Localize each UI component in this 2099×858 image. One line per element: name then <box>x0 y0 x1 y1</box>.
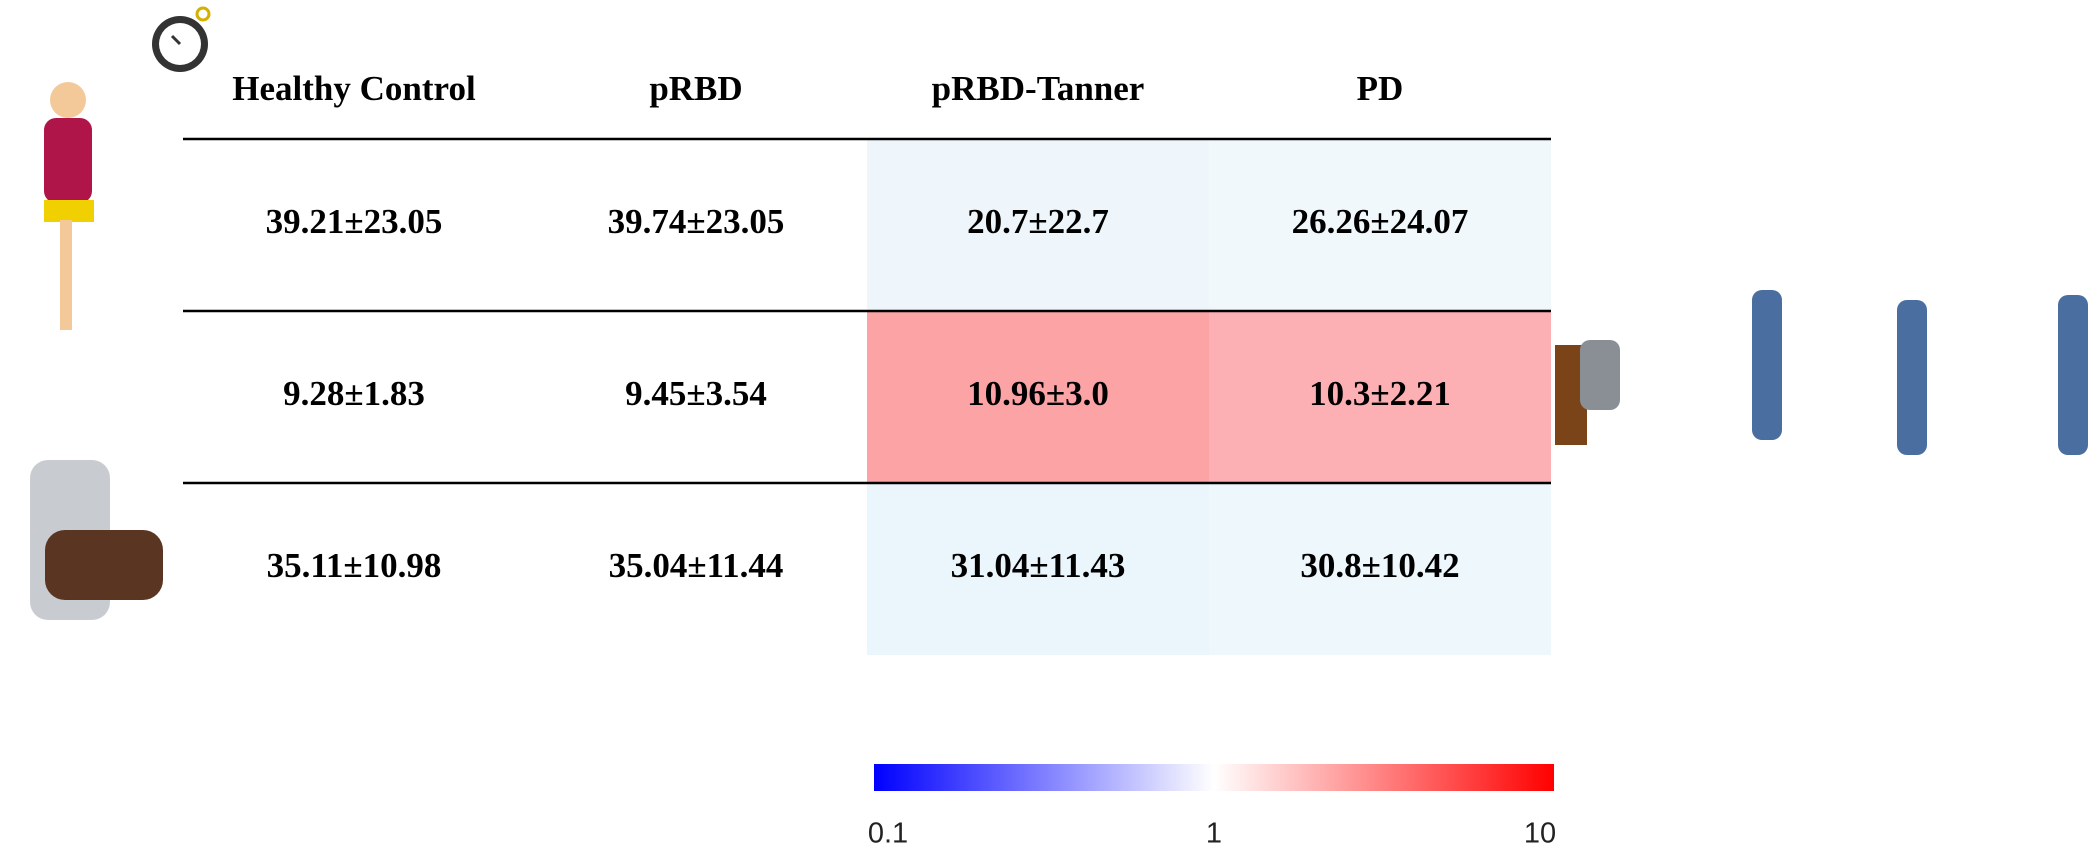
leg <box>60 220 72 330</box>
grip-dynamometer-icon <box>30 460 163 620</box>
page: Healthy Control pRBD pRBD-Tanner PD 39.21±23… <box>0 0 2099 858</box>
cell-value: 20.7±22.7 <box>967 202 1109 241</box>
head <box>50 82 86 118</box>
colorbar-tick-label: 1 <box>1206 818 1222 850</box>
figure: Healthy Control pRBD pRBD-Tanner PD 39.21±23… <box>0 0 2099 858</box>
column-header: pRBD-Tanner <box>932 69 1145 108</box>
balance-figure-icon <box>44 82 94 330</box>
cell-value: 9.45±3.54 <box>625 374 767 413</box>
hand <box>45 530 163 600</box>
stopwatch-ring <box>197 8 209 20</box>
stopwatch-icon <box>152 8 209 72</box>
column-header: pRBD <box>649 69 742 108</box>
cell-value: 35.04±11.44 <box>609 546 784 585</box>
cell-value: 9.28±1.83 <box>283 374 425 413</box>
shirt <box>44 118 92 203</box>
standing-figure <box>2058 295 2088 455</box>
walking-figure <box>1897 300 1927 455</box>
cell-value: 30.8±10.42 <box>1300 546 1459 585</box>
cell-value: 35.11±10.98 <box>267 546 442 585</box>
walking-figure <box>1752 290 1782 440</box>
column-header: PD <box>1357 69 1404 108</box>
colorbar-ticks: 0.1 1 10 <box>868 791 1556 850</box>
column-header: Healthy Control <box>232 69 476 108</box>
cell-value: 10.3±2.21 <box>1309 374 1451 413</box>
cell-value: 26.26±24.07 <box>1292 202 1469 241</box>
table: Healthy Control pRBD pRBD-Tanner PD 39.21±23… <box>183 69 1551 655</box>
cell-value: 39.21±23.05 <box>266 202 443 241</box>
colorbar-tick-label: 0.1 <box>868 818 908 850</box>
cell-value: 39.74±23.05 <box>608 202 785 241</box>
shorts <box>44 200 94 222</box>
sitting-figure <box>1580 340 1620 410</box>
colorbar-tick-label: 10 <box>1524 818 1556 850</box>
walking-figures-icon <box>1555 290 2088 455</box>
cell-value: 31.04±11.43 <box>951 546 1126 585</box>
cell-value: 10.96±3.0 <box>967 374 1109 413</box>
colorbar <box>874 764 1554 791</box>
